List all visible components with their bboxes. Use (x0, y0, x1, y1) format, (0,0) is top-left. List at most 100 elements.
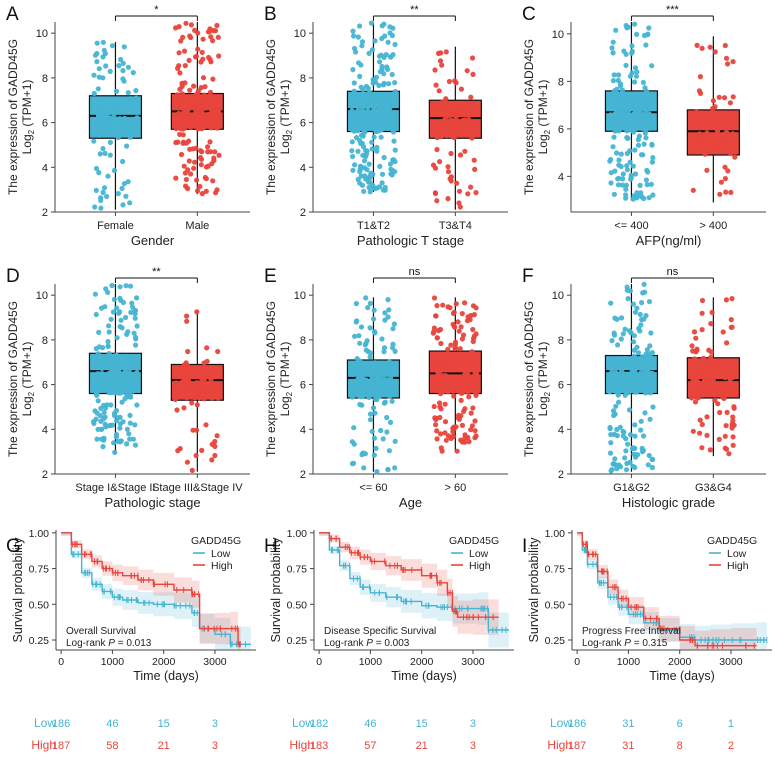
data-point (717, 191, 723, 197)
data-point (114, 335, 120, 341)
y-axis-title: Survival probability (269, 537, 283, 643)
data-point (437, 159, 443, 165)
data-point (93, 380, 99, 386)
data-point (452, 345, 458, 352)
data-point (699, 110, 705, 116)
data-point (375, 122, 381, 128)
data-point (382, 371, 388, 377)
data-point (640, 122, 646, 128)
data-point (373, 378, 379, 384)
data-point (623, 182, 630, 188)
data-point (127, 117, 133, 123)
risk-label-low: Low (550, 716, 572, 730)
data-point (369, 47, 375, 53)
y-axis-subtitle-sub: 2 (543, 391, 552, 396)
data-point (433, 387, 439, 393)
data-point (112, 369, 118, 375)
data-point (382, 310, 388, 316)
data-point (198, 148, 204, 154)
data-point (728, 150, 734, 157)
data-point (722, 164, 728, 170)
data-point (125, 90, 131, 96)
data-point (383, 124, 389, 130)
data-point (451, 426, 457, 432)
data-point (212, 452, 218, 459)
data-point (116, 63, 122, 69)
data-point (632, 171, 639, 177)
data-point (721, 95, 728, 101)
y-axis-subtitle: Log2 (TPM+1) (536, 80, 552, 155)
data-point (210, 38, 216, 44)
data-point (107, 123, 113, 129)
significance-label: ns (409, 266, 421, 278)
data-point (713, 123, 719, 129)
data-point (431, 295, 438, 301)
data-point (455, 105, 461, 111)
panel-label-4: E (264, 266, 277, 287)
data-point (118, 56, 124, 63)
data-point (181, 405, 187, 411)
data-point (357, 180, 363, 186)
data-point (720, 394, 726, 401)
data-point (610, 39, 616, 45)
data-point (97, 112, 103, 118)
data-point (131, 330, 137, 336)
data-point (200, 56, 206, 62)
data-point (714, 359, 720, 366)
data-point (100, 39, 106, 45)
data-point (437, 58, 444, 64)
data-point (359, 452, 365, 458)
data-point (641, 316, 647, 322)
data-point (186, 158, 192, 164)
data-point (434, 198, 440, 204)
y-tick-label: 6 (42, 380, 48, 392)
data-point (473, 433, 479, 439)
data-point (361, 158, 368, 164)
data-point (704, 167, 710, 173)
data-point (626, 388, 633, 394)
data-point (691, 139, 697, 145)
y-tick-label: 2 (300, 469, 306, 481)
data-point (371, 316, 377, 322)
data-point (358, 173, 364, 179)
data-point (349, 148, 355, 154)
data-point (611, 191, 618, 197)
data-point (631, 118, 637, 124)
data-point (607, 450, 614, 456)
x-tick-label: Stage III&Stage IV (152, 482, 243, 494)
data-point (627, 432, 634, 438)
data-point (622, 455, 628, 461)
data-point (369, 139, 375, 145)
x-tick-label: 2000 (152, 656, 176, 668)
data-point (642, 130, 648, 136)
data-point (609, 338, 615, 344)
x-tick-label: 3000 (203, 656, 227, 668)
data-point (461, 111, 467, 117)
data-point (728, 324, 734, 330)
y-axis-subtitle-sub: 2 (27, 129, 36, 134)
data-point (107, 361, 113, 367)
data-point (627, 159, 633, 165)
data-point (459, 439, 466, 445)
y-tick-label: 0.25 (29, 635, 50, 647)
data-point (730, 442, 736, 448)
data-point (180, 140, 186, 146)
data-point (470, 303, 477, 309)
data-point (390, 384, 396, 390)
data-point (724, 409, 730, 415)
data-point (705, 384, 712, 390)
y-axis-title: Survival probability (11, 537, 25, 643)
data-point (471, 333, 477, 339)
data-point (111, 440, 117, 446)
data-point (437, 101, 443, 107)
data-point (634, 305, 640, 311)
annotation-logrank: Log-rank P = 0.013 (66, 638, 152, 649)
data-point (355, 128, 361, 134)
data-point (100, 444, 106, 450)
data-point (133, 88, 139, 94)
data-point (709, 309, 715, 315)
data-point (191, 165, 197, 171)
data-point (452, 78, 458, 84)
data-point (647, 373, 654, 379)
data-point (705, 388, 711, 395)
